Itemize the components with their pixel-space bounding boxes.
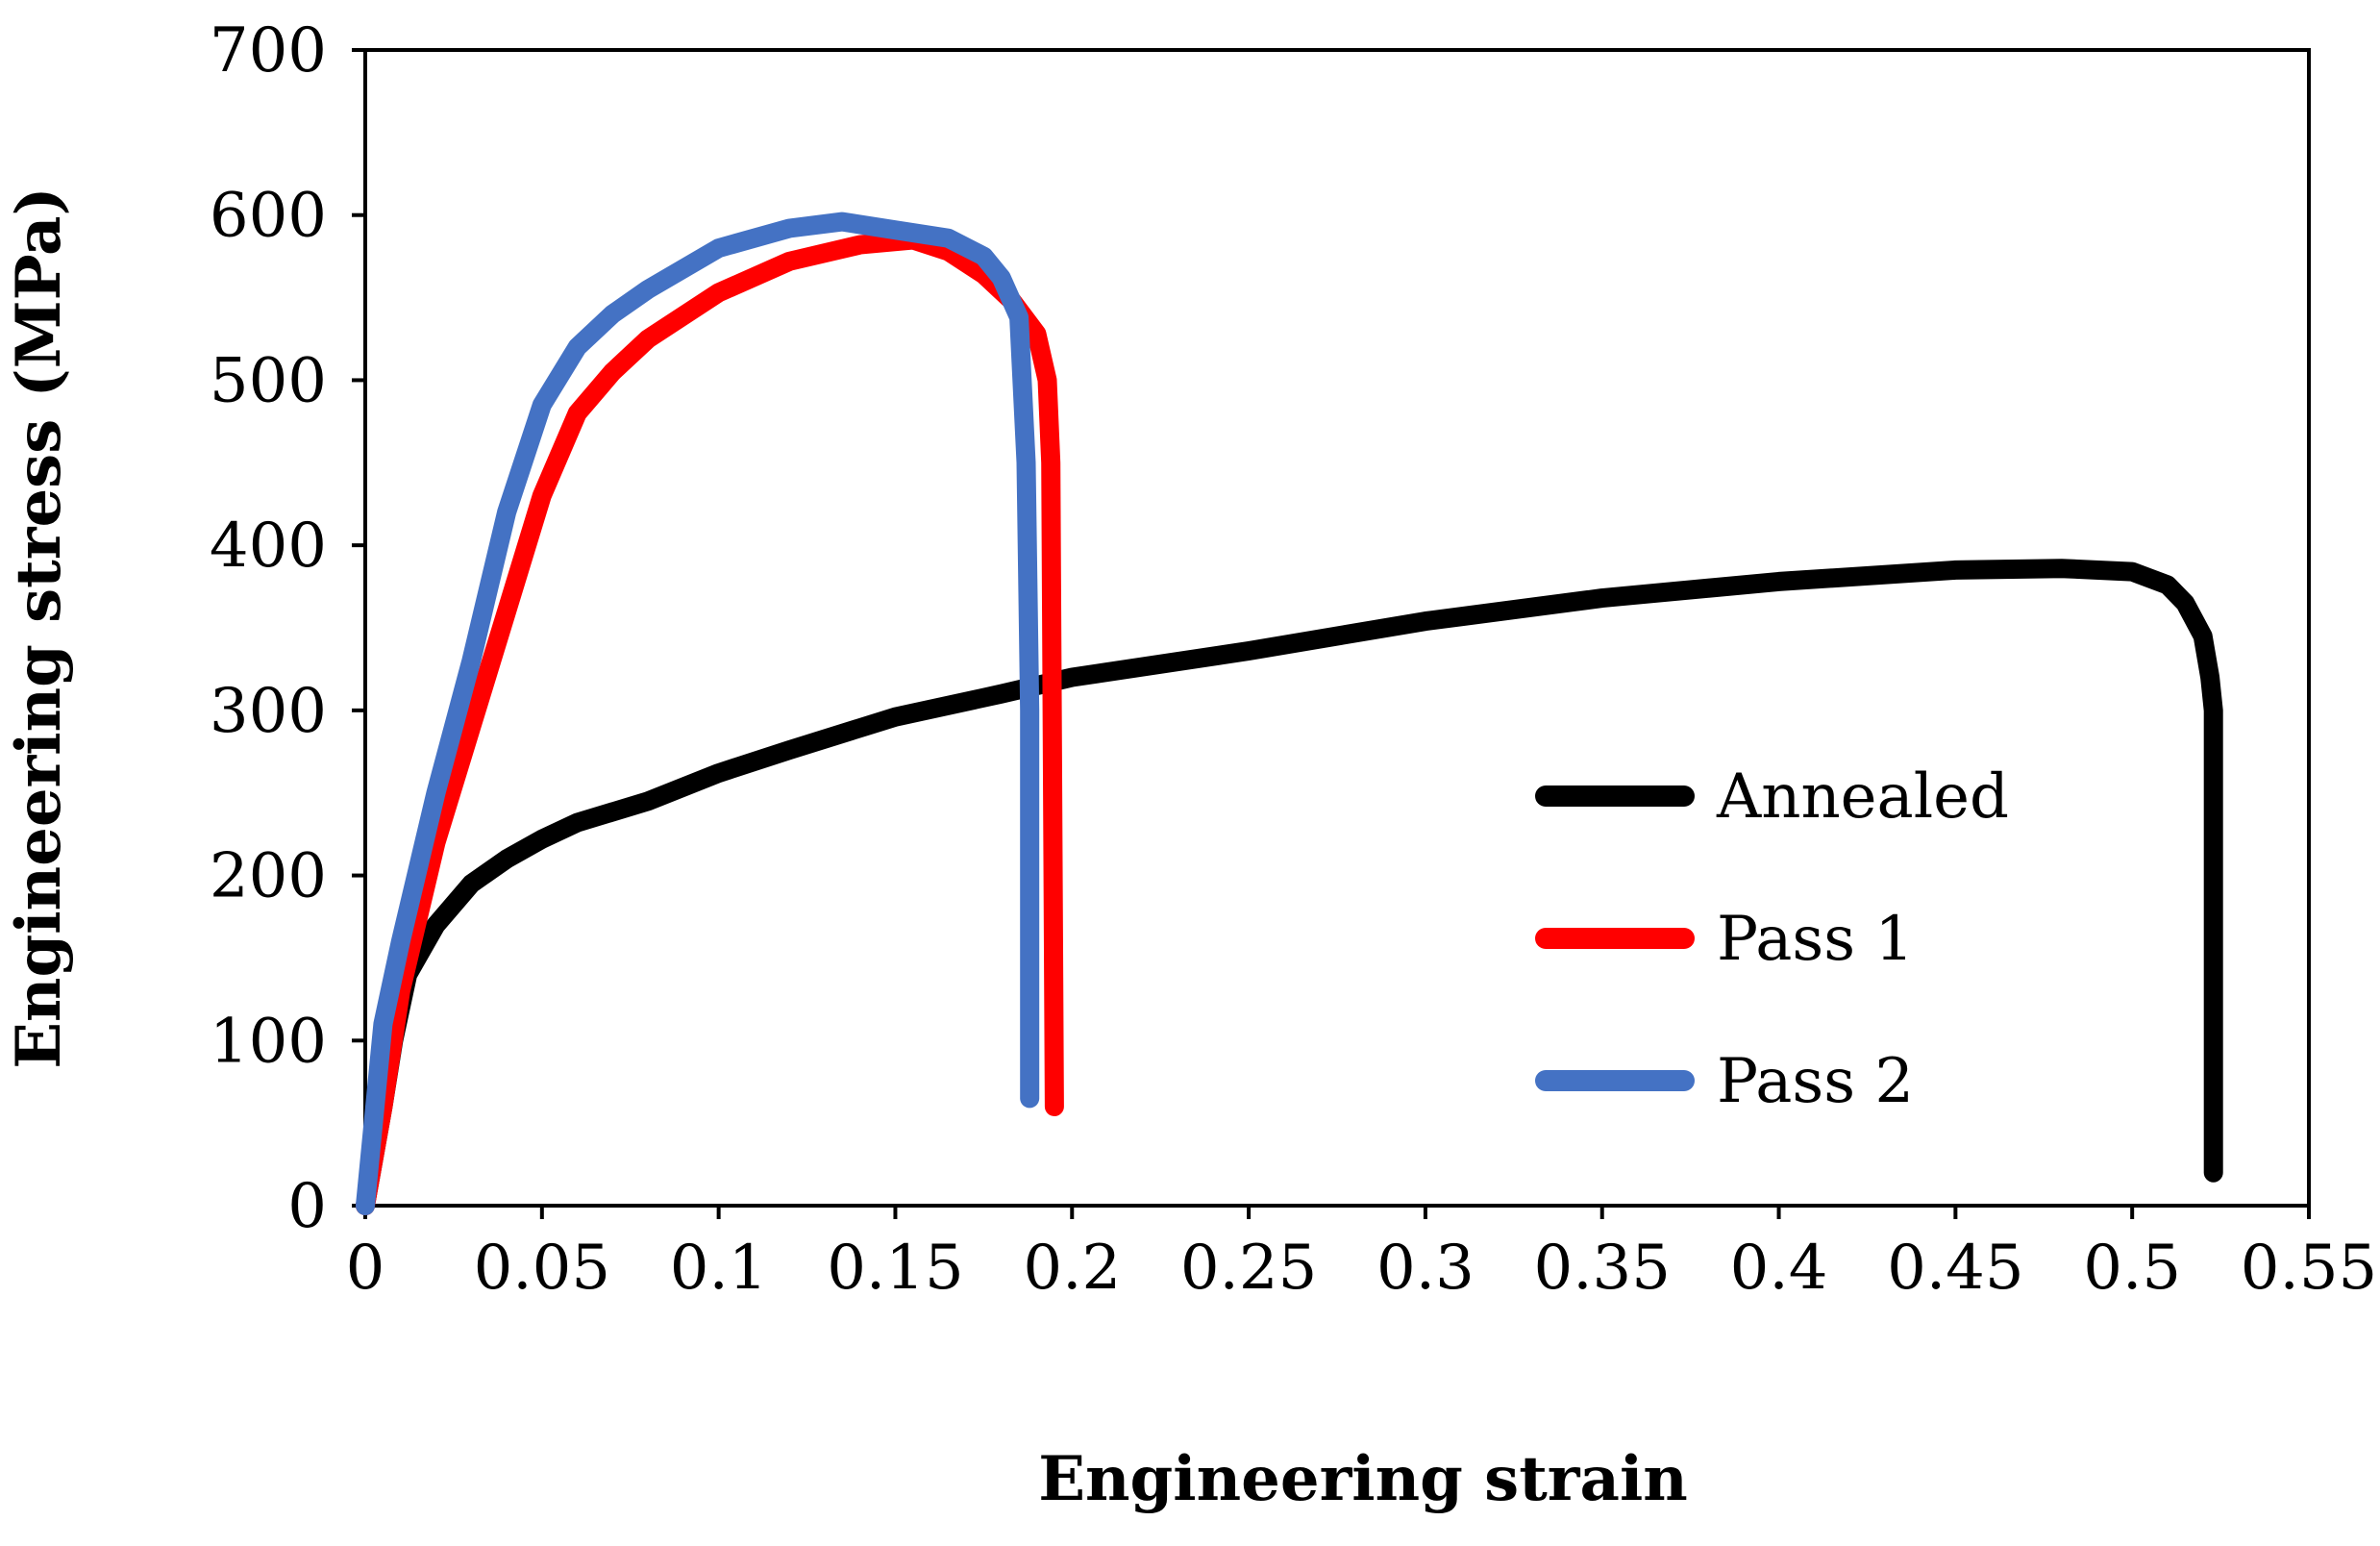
- y-tick-label: 200: [210, 841, 327, 912]
- x-tick-label: 0.45: [1887, 1233, 2024, 1304]
- y-tick-label: 0: [287, 1171, 327, 1242]
- x-tick-label: 0.1: [670, 1233, 768, 1304]
- y-tick-label: 300: [210, 676, 327, 747]
- series-line-annealed: [356, 559, 2223, 1215]
- x-tick-label: 0: [346, 1233, 385, 1304]
- series-line-pass-2: [356, 212, 1040, 1215]
- x-tick-label: 0.35: [1533, 1233, 1671, 1304]
- y-tick-label: 400: [210, 511, 327, 582]
- x-tick-label: 0.2: [1023, 1233, 1121, 1304]
- x-tick-label: 0.5: [2083, 1233, 2181, 1304]
- x-tick-label: 0.4: [1730, 1233, 1828, 1304]
- y-tick-label: 500: [210, 345, 327, 416]
- x-tick-label: 0.3: [1376, 1233, 1475, 1304]
- y-tick-label: 600: [210, 181, 327, 252]
- y-tick-label: 700: [210, 15, 327, 87]
- y-axis-ticks: 0 100 200 300 400 500 600 700: [210, 15, 365, 1242]
- legend-label: Pass 2: [1717, 1046, 1914, 1117]
- x-axis-ticks: 0 0.05 0.1 0.15 0.2 0.25 0.3 0.35 0.4 0.45 0.5 0.55: [346, 1206, 2378, 1304]
- plot-frame: [363, 48, 2311, 1208]
- x-tick-label: 0.55: [2241, 1233, 2378, 1304]
- x-axis-title: Engineering strain: [1038, 1443, 1688, 1515]
- legend: Annealed Pass 1 Pass 2: [1535, 761, 2009, 1117]
- y-axis-title: Engineering stress (MPa): [3, 187, 75, 1069]
- x-tick-label: 0.05: [474, 1233, 611, 1304]
- x-tick-label: 0.15: [827, 1233, 964, 1304]
- legend-label: Annealed: [1716, 761, 2009, 833]
- series-line-pass-1: [356, 230, 1064, 1215]
- y-tick-label: 100: [210, 1006, 327, 1077]
- series-layer: [356, 212, 2223, 1215]
- legend-label: Pass 1: [1717, 904, 1914, 975]
- x-tick-label: 0.25: [1180, 1233, 1318, 1304]
